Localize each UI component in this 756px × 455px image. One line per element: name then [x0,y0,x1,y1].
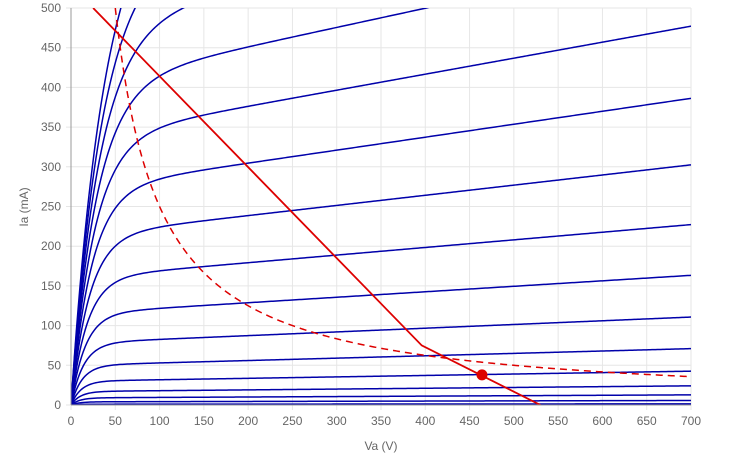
y-tick-label: 200 [41,239,61,253]
characteristic-curve [71,164,691,405]
characteristic-curve [71,399,691,405]
y-tick-label: 250 [41,200,61,214]
y-tick-label: 50 [48,358,62,372]
load-line [92,8,541,405]
x-tick-label: 0 [68,414,75,428]
x-tick-label: 50 [109,414,123,428]
characteristic-curve [71,223,691,405]
characteristic-curve [71,347,691,405]
characteristic-curve [71,274,691,405]
characteristic-curve [71,370,691,405]
y-tick-label: 0 [54,398,61,412]
y-axis-title: Ia (mA) [17,187,31,226]
characteristic-curve [71,403,691,405]
grid [66,7,692,410]
characteristic-curve [71,25,691,405]
x-tick-label: 150 [194,414,214,428]
characteristic-curve [71,316,691,405]
y-tick-label: 450 [41,41,61,55]
characteristic-curve [71,385,691,405]
x-tick-label: 500 [504,414,524,428]
x-tick-label: 200 [238,414,258,428]
x-tick-label: 650 [637,414,657,428]
y-tick-label: 500 [41,1,61,15]
x-axis-title: Va (V) [364,439,397,453]
operating-point [476,369,488,381]
y-tick-label: 300 [41,160,61,174]
x-tick-label: 700 [681,414,701,428]
characteristic-curve [71,394,691,405]
x-tick-label: 250 [282,414,302,428]
y-tick-label: 150 [41,279,61,293]
y-tick-label: 400 [41,80,61,94]
y-tick-label: 100 [41,319,61,333]
characteristic-curve [71,8,185,405]
dissipation-curve [114,8,691,378]
x-tick-label: 100 [150,414,170,428]
x-tick-label: 350 [371,414,391,428]
characteristic-curves [71,8,691,405]
characteristic-curve [71,97,691,405]
x-tick-label: 300 [327,414,347,428]
axes: 0 50 100 150 200 250 300 350 400 450 500 550 600 650 7… [41,1,701,428]
x-tick-label: 400 [415,414,435,428]
characteristic-curve [71,8,430,405]
x-tick-label: 550 [548,414,568,428]
overlay-lines [92,8,691,405]
x-tick-label: 600 [592,414,612,428]
x-tick-label: 450 [460,414,480,428]
y-tick-label: 350 [41,120,61,134]
